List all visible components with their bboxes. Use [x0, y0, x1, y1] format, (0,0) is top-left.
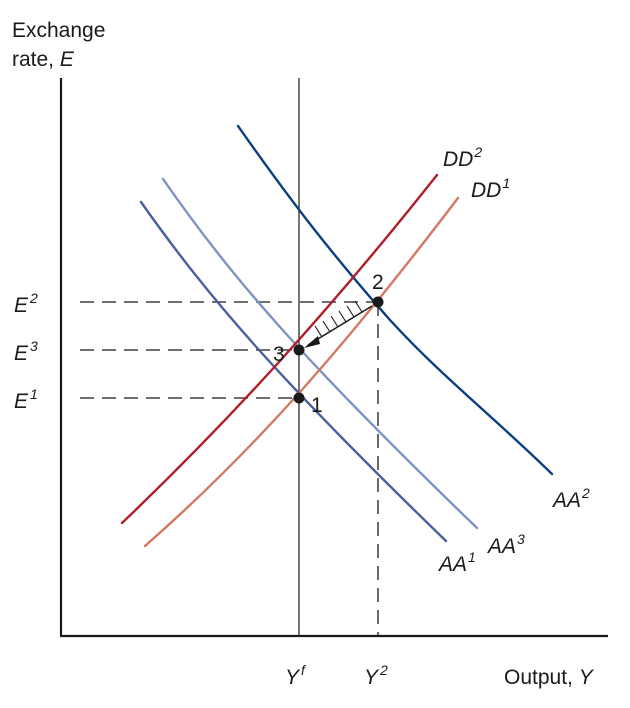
- equilibrium-point-1: [293, 392, 305, 404]
- adjustment-arrow: [304, 300, 373, 348]
- aa1-curve: [139, 200, 448, 543]
- y-axis-label-line1: Exchange: [12, 19, 105, 42]
- dd1-curve: [143, 196, 460, 548]
- x-axis-label: Output, Y: [504, 666, 595, 689]
- point-label-3: 3: [273, 343, 285, 366]
- point-label-2: 2: [372, 271, 384, 294]
- aa3-curve: [161, 177, 479, 530]
- curve-label-aa2: AA2: [551, 485, 590, 512]
- y-axis-label-line2: rate, E: [12, 48, 75, 71]
- dd2-curve: [120, 173, 439, 525]
- aa2-curve: [236, 124, 554, 476]
- curve-label-aa1: AA1: [437, 549, 476, 576]
- curve-label-dd1: DD1: [471, 175, 510, 202]
- curve-label-aa3: AA3: [486, 531, 525, 558]
- equilibrium-point-2: [372, 296, 384, 308]
- equilibrium-point-3: [293, 344, 305, 356]
- curve-label-dd2: DD2: [443, 144, 482, 171]
- point-label-1: 1: [311, 394, 323, 417]
